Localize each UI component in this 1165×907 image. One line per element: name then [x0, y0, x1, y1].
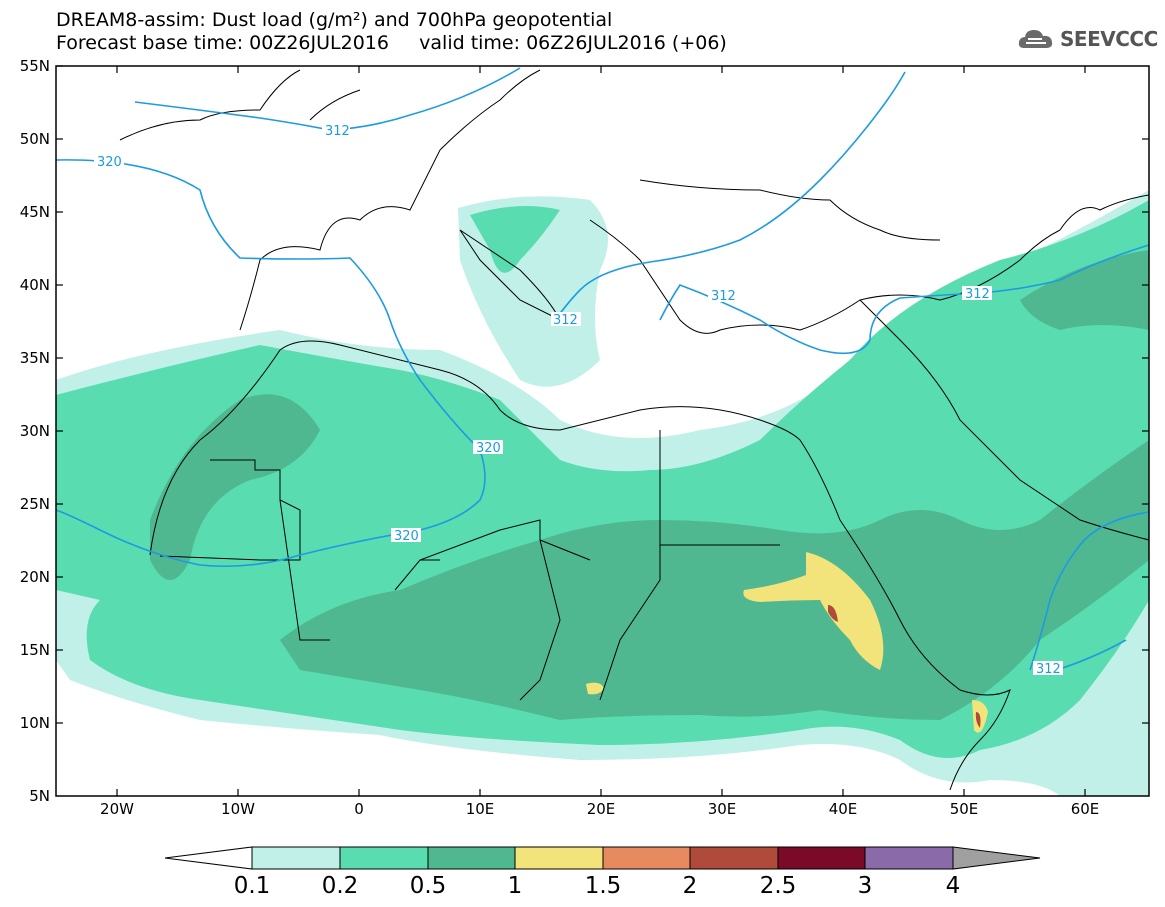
colorbar-over-arrow: [952, 846, 1041, 870]
lat-label: 20N: [19, 568, 50, 586]
contour-label: 312: [1036, 662, 1061, 677]
colorbar-tick-label: 3: [857, 873, 873, 899]
lat-label: 15N: [19, 641, 50, 659]
lon-label: 50E: [949, 800, 979, 818]
colorbar-tick-label: 4: [945, 873, 961, 899]
colorbar-tick-label: 1.5: [584, 873, 622, 899]
logo-text: SEEVCCC: [1060, 27, 1158, 51]
lat-label: 25N: [19, 495, 50, 513]
colorbar-swatch: [689, 846, 779, 870]
colorbar-swatch: [514, 846, 604, 870]
axis-ticks: [56, 65, 1149, 796]
contour-label: 320: [97, 155, 122, 170]
colorbar: [164, 846, 1041, 870]
colorbar-tick-label: 0.1: [233, 873, 271, 899]
lat-label: 35N: [19, 349, 50, 367]
colorbar-swatch: [777, 846, 866, 870]
lon-label: 20W: [100, 800, 134, 818]
dust-region-yellow-chad: [586, 682, 604, 695]
map-subtitle-times: Forecast base time: 00Z26JUL2016 valid t…: [56, 32, 727, 54]
contour-label: 312: [711, 289, 736, 304]
colorbar-swatch: [251, 846, 341, 870]
lon-label: 10W: [221, 800, 255, 818]
colorbar-swatch: [864, 846, 954, 870]
contour-labels: 312 320 312 312 320 320 312 312: [94, 123, 1063, 677]
lat-label: 30N: [19, 422, 50, 440]
lat-label: 40N: [19, 276, 50, 294]
lat-label: 45N: [19, 203, 50, 221]
colorbar-swatch: [339, 846, 429, 870]
dust-region-mid-italy: [470, 206, 560, 273]
colorbar-tick-label: 0.2: [321, 873, 359, 899]
lon-label: 60E: [1070, 800, 1100, 818]
colorbar-tick-label: 1: [507, 873, 523, 899]
contour-label: 312: [553, 313, 578, 328]
lat-label: 55N: [19, 57, 50, 75]
lon-label: 40E: [828, 800, 858, 818]
contour-label: 320: [394, 529, 419, 544]
seevccc-logo: SEEVCCC: [1016, 24, 1158, 54]
colorbar-tick-label: 2.5: [759, 873, 797, 899]
contour-label: 312: [965, 287, 990, 302]
colorbar-tick-label: 2: [682, 873, 698, 899]
lon-label: 20E: [586, 800, 616, 818]
lon-label: 30E: [707, 800, 737, 818]
colorbar-tick-label: 0.5: [409, 873, 447, 899]
colorbar-swatch: [602, 846, 691, 870]
colorbar-under-arrow: [164, 846, 253, 870]
dust-region-yellow-redsea: [743, 552, 884, 670]
contour-label: 312: [325, 124, 350, 139]
lat-label: 10N: [19, 714, 50, 732]
lat-label: 5N: [29, 787, 50, 805]
dust-field: 312 320 312 312 320 320 312 312: [56, 67, 1149, 796]
map-title: DREAM8-assim: Dust load (g/m²) and 700hP…: [56, 9, 613, 31]
lon-label: 10E: [465, 800, 495, 818]
colorbar-swatch: [427, 846, 516, 870]
lon-label: 0: [354, 800, 364, 818]
cloud-icon: [1018, 30, 1053, 48]
dust-region-dark: [150, 250, 1149, 720]
lat-label: 50N: [19, 130, 50, 148]
contour-label: 320: [476, 441, 501, 456]
